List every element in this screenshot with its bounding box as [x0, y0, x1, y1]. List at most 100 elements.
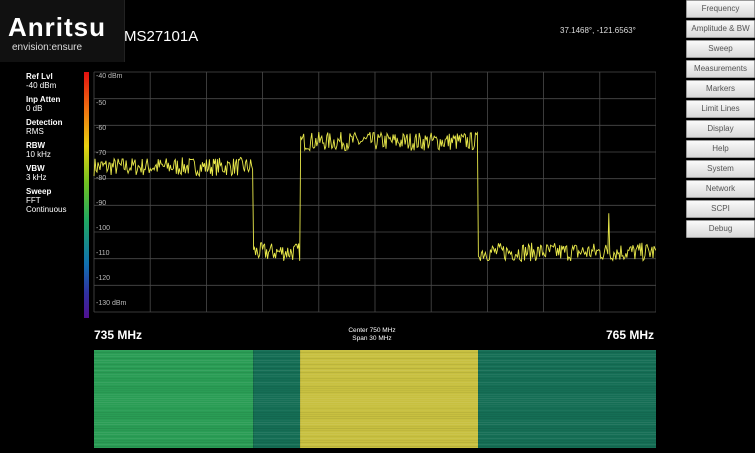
waterfall-texture-line [94, 388, 656, 389]
waterfall-texture-line [94, 382, 656, 383]
menu-frequency-button[interactable]: Frequency [686, 0, 755, 18]
waterfall-texture-line [94, 372, 656, 373]
menu-measurements-button[interactable]: Measurements [686, 60, 755, 78]
waterfall-texture-line [94, 364, 656, 365]
param-value: 0 dB [26, 104, 43, 113]
waterfall-texture-line [94, 420, 656, 421]
stop-frequency: 765 MHz [606, 328, 655, 342]
waterfall-texture-line [94, 434, 656, 435]
param-detection[interactable]: Detection RMS [26, 118, 86, 136]
param-value: FFT [26, 196, 41, 205]
waterfall-texture-line [94, 408, 656, 409]
soft-key-menu: Frequency Amplitude & BW Sweep Measureme… [686, 0, 755, 240]
waterfall-texture-line [94, 436, 656, 437]
param-vbw[interactable]: VBW 3 kHz [26, 164, 86, 182]
waterfall-texture-line [94, 396, 656, 397]
y-tick-label: -40 dBm [96, 73, 123, 80]
spectrogram-waterfall[interactable] [94, 350, 656, 448]
waterfall-texture-line [94, 366, 656, 367]
param-label: RBW [26, 141, 46, 150]
menu-help-button[interactable]: Help [686, 140, 755, 158]
y-tick-label: -110 [96, 250, 110, 257]
waterfall-texture-line [94, 384, 656, 385]
param-input-atten[interactable]: Inp Atten 0 dB [26, 95, 86, 113]
param-label: Sweep [26, 187, 52, 196]
param-value: 3 kHz [26, 173, 47, 182]
waterfall-texture-line [94, 422, 656, 423]
param-ref-level[interactable]: Ref Lvl -40 dBm [26, 72, 86, 90]
waterfall-texture-line [94, 412, 656, 413]
waterfall-texture-line [94, 424, 656, 425]
param-value: -40 dBm [26, 81, 57, 90]
param-label: Inp Atten [26, 95, 61, 104]
waterfall-texture-line [94, 354, 656, 355]
waterfall-texture-line [94, 404, 656, 405]
waterfall-texture-line [94, 352, 656, 353]
anritsu-logo: Anritsu envision:ensure [0, 0, 125, 62]
measurement-settings: Ref Lvl -40 dBm Inp Atten 0 dB Detection… [26, 72, 86, 214]
y-tick-label: -130 dBm [96, 300, 127, 307]
center-span-label: Center 750 MHz Span 30 MHz [342, 327, 402, 343]
waterfall-texture-line [94, 430, 656, 431]
waterfall-texture-line [94, 402, 656, 403]
y-tick-label: -120 [96, 275, 111, 282]
menu-scpi-button[interactable]: SCPI [686, 200, 755, 218]
y-tick-label: -80 [96, 175, 107, 182]
waterfall-band [478, 350, 656, 448]
waterfall-texture-line [94, 386, 656, 387]
y-tick-label: -60 [96, 125, 107, 132]
span: Span 30 MHz [352, 335, 392, 342]
waterfall-band [94, 350, 254, 448]
waterfall-texture-line [94, 360, 656, 361]
waterfall-texture-line [94, 394, 656, 395]
waterfall-texture-line [94, 376, 656, 377]
waterfall-texture-line [94, 392, 656, 393]
waterfall-texture-line [94, 380, 656, 381]
waterfall-texture-line [94, 406, 656, 407]
y-tick-label: -70 [96, 150, 107, 157]
param-label: Detection [26, 118, 63, 127]
waterfall-texture-line [94, 442, 656, 443]
start-frequency: 735 MHz [94, 328, 143, 342]
param-value-mode: Continuous [26, 205, 67, 214]
param-label: Ref Lvl [26, 72, 53, 81]
logo-tagline: envision:ensure [12, 42, 83, 53]
gps-coordinates: 37.1468°, -121.6563° [560, 26, 636, 35]
y-tick-label: -90 [96, 200, 107, 207]
waterfall-texture-line [94, 358, 656, 359]
param-value: 10 kHz [26, 150, 51, 159]
waterfall-texture-line [94, 350, 656, 351]
waterfall-texture-line [94, 378, 656, 379]
waterfall-texture-line [94, 440, 656, 441]
menu-system-button[interactable]: System [686, 160, 755, 178]
menu-limit-lines-button[interactable]: Limit Lines [686, 100, 755, 118]
param-value: RMS [26, 127, 44, 136]
menu-network-button[interactable]: Network [686, 180, 755, 198]
spectrum-trace [93, 131, 656, 263]
waterfall-texture-line [94, 428, 656, 429]
spectrum-trace-svg [93, 71, 656, 313]
waterfall-texture-line [94, 446, 656, 447]
menu-amplitude-bw-button[interactable]: Amplitude & BW [686, 20, 755, 38]
menu-sweep-button[interactable]: Sweep [686, 40, 755, 58]
amplitude-colorbar [84, 72, 89, 318]
menu-markers-button[interactable]: Markers [686, 80, 755, 98]
waterfall-texture-line [94, 438, 656, 439]
waterfall-texture-line [94, 390, 656, 391]
waterfall-texture-line [94, 414, 656, 415]
waterfall-band [300, 350, 479, 448]
waterfall-texture-line [94, 418, 656, 419]
waterfall-texture-line [94, 356, 656, 357]
waterfall-texture-line [94, 444, 656, 445]
center-frequency: Center 750 MHz [348, 327, 396, 334]
menu-display-button[interactable]: Display [686, 120, 755, 138]
param-rbw[interactable]: RBW 10 kHz [26, 141, 86, 159]
logo-word: Anritsu [8, 12, 106, 42]
waterfall-band [253, 350, 301, 448]
waterfall-texture-line [94, 416, 656, 417]
waterfall-texture-line [94, 368, 656, 369]
menu-debug-button[interactable]: Debug [686, 220, 755, 238]
spectrum-plot[interactable] [82, 68, 656, 318]
param-sweep[interactable]: Sweep FFT Continuous [26, 187, 86, 214]
waterfall-texture-line [94, 362, 656, 363]
